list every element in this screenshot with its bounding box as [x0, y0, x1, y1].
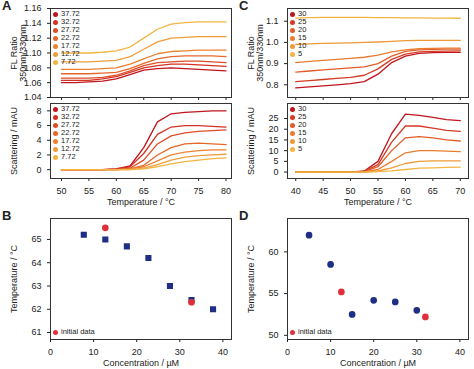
html-text:32.72: 32.72: [61, 17, 80, 26]
html-text:initial data: initial data: [298, 327, 332, 336]
html-text:22.72: 22.72: [61, 33, 80, 42]
svg-text:1.04: 1.04: [24, 92, 42, 100]
svg-text:1.0: 1.0: [266, 37, 279, 47]
svg-text:5: 5: [273, 156, 278, 166]
svg-text:Concentration / µM: Concentration / µM: [340, 358, 416, 368]
html-text:30: 30: [298, 104, 307, 113]
svg-text:30: 30: [412, 347, 422, 357]
svg-text:65: 65: [428, 186, 438, 196]
svg-text:Scattering / mAU: Scattering / mAU: [9, 107, 19, 175]
svg-text:FL Ratio350nm/330nm: FL Ratio350nm/330nm: [246, 24, 265, 82]
svg-text:40: 40: [291, 186, 301, 196]
svg-text:15: 15: [268, 135, 278, 145]
html-text:12.72: 12.72: [61, 49, 80, 58]
svg-text:63: 63: [31, 281, 41, 291]
svg-text:0.8: 0.8: [266, 80, 279, 90]
html-text:27.72: 27.72: [61, 25, 80, 34]
svg-text:55: 55: [373, 186, 383, 196]
html-text:37.72: 37.72: [61, 9, 80, 18]
html-text:17.72: 17.72: [61, 136, 80, 145]
html-text:15: 15: [298, 128, 307, 137]
svg-text:50: 50: [346, 186, 356, 196]
svg-text:2: 2: [36, 150, 41, 160]
svg-text:10: 10: [268, 146, 278, 156]
html-text:37.72: 37.72: [61, 104, 80, 113]
svg-text:0: 0: [273, 167, 278, 177]
html-text:5: 5: [298, 49, 303, 58]
html-text:25: 25: [298, 112, 307, 121]
svg-text:Temperature / °C: Temperature / °C: [246, 244, 256, 313]
svg-text:20: 20: [268, 124, 278, 134]
html-text:20: 20: [298, 25, 307, 34]
svg-text:40: 40: [218, 347, 228, 357]
svg-text:20: 20: [369, 347, 379, 357]
html-text:initial data: initial data: [61, 327, 95, 336]
svg-text:30: 30: [175, 347, 185, 357]
svg-text:45: 45: [318, 186, 328, 196]
html-text:27.72: 27.72: [61, 120, 80, 129]
svg-text:80: 80: [221, 186, 231, 196]
svg-text:25: 25: [268, 113, 278, 123]
svg-text:4: 4: [36, 135, 41, 145]
svg-text:1.10: 1.10: [24, 47, 42, 58]
svg-text:55: 55: [268, 288, 278, 298]
svg-text:8: 8: [36, 106, 41, 116]
svg-text:0: 0: [285, 347, 290, 357]
svg-text:61: 61: [31, 327, 41, 337]
html-text:32.72: 32.72: [61, 112, 80, 121]
svg-text:Scattering / mAU: Scattering / mAU: [246, 107, 256, 175]
html-text:17.72: 17.72: [61, 41, 80, 50]
html-text:7.72: 7.72: [61, 152, 76, 161]
svg-text:0.9: 0.9: [266, 58, 279, 68]
svg-text:0: 0: [48, 347, 53, 357]
html-text:10: 10: [298, 136, 307, 145]
svg-text:6: 6: [36, 120, 41, 130]
svg-text:75: 75: [194, 186, 204, 196]
svg-text:10: 10: [326, 347, 336, 357]
svg-text:64: 64: [31, 258, 41, 268]
svg-text:Concentration / µM: Concentration / µM: [103, 358, 179, 368]
svg-text:Temperature / °C: Temperature / °C: [344, 197, 413, 207]
html-text:20: 20: [298, 120, 307, 129]
svg-text:70: 70: [455, 186, 465, 196]
svg-text:1.06: 1.06: [24, 77, 42, 88]
svg-text:40: 40: [455, 347, 465, 357]
svg-text:60: 60: [400, 186, 410, 196]
svg-text:55: 55: [84, 186, 94, 196]
svg-text:20: 20: [132, 347, 142, 357]
svg-text:1.16: 1.16: [24, 3, 42, 13]
svg-text:0: 0: [36, 165, 41, 175]
svg-text:10: 10: [89, 347, 99, 357]
svg-text:62: 62: [31, 304, 41, 314]
svg-text:1.08: 1.08: [24, 62, 42, 73]
svg-text:70: 70: [166, 186, 176, 196]
html-text:B: B: [2, 208, 12, 223]
html-text:7.72: 7.72: [61, 57, 76, 66]
svg-text:65: 65: [31, 234, 41, 244]
html-text:30: 30: [298, 9, 307, 18]
svg-text:Temperature / °C: Temperature / °C: [107, 197, 176, 207]
svg-text:FL Ratio350nm/330nm: FL Ratio350nm/330nm: [9, 24, 28, 82]
svg-text:1.1: 1.1: [266, 16, 279, 26]
svg-text:1.12: 1.12: [24, 33, 42, 43]
html-text:22.72: 22.72: [61, 128, 80, 137]
svg-text:50: 50: [268, 330, 278, 340]
svg-text:60: 60: [111, 186, 121, 196]
html-text:15: 15: [298, 33, 307, 42]
html-text:10: 10: [298, 41, 307, 50]
svg-text:65: 65: [139, 186, 149, 196]
html-text:5: 5: [298, 144, 303, 153]
svg-text:Temperature / °C: Temperature / °C: [9, 244, 19, 313]
svg-text:1.14: 1.14: [24, 18, 42, 29]
html-text:D: D: [239, 208, 249, 223]
svg-text:50: 50: [56, 186, 66, 196]
html-text:25: 25: [298, 17, 307, 26]
html-text:12.72: 12.72: [61, 144, 80, 153]
svg-text:60: 60: [268, 247, 278, 257]
